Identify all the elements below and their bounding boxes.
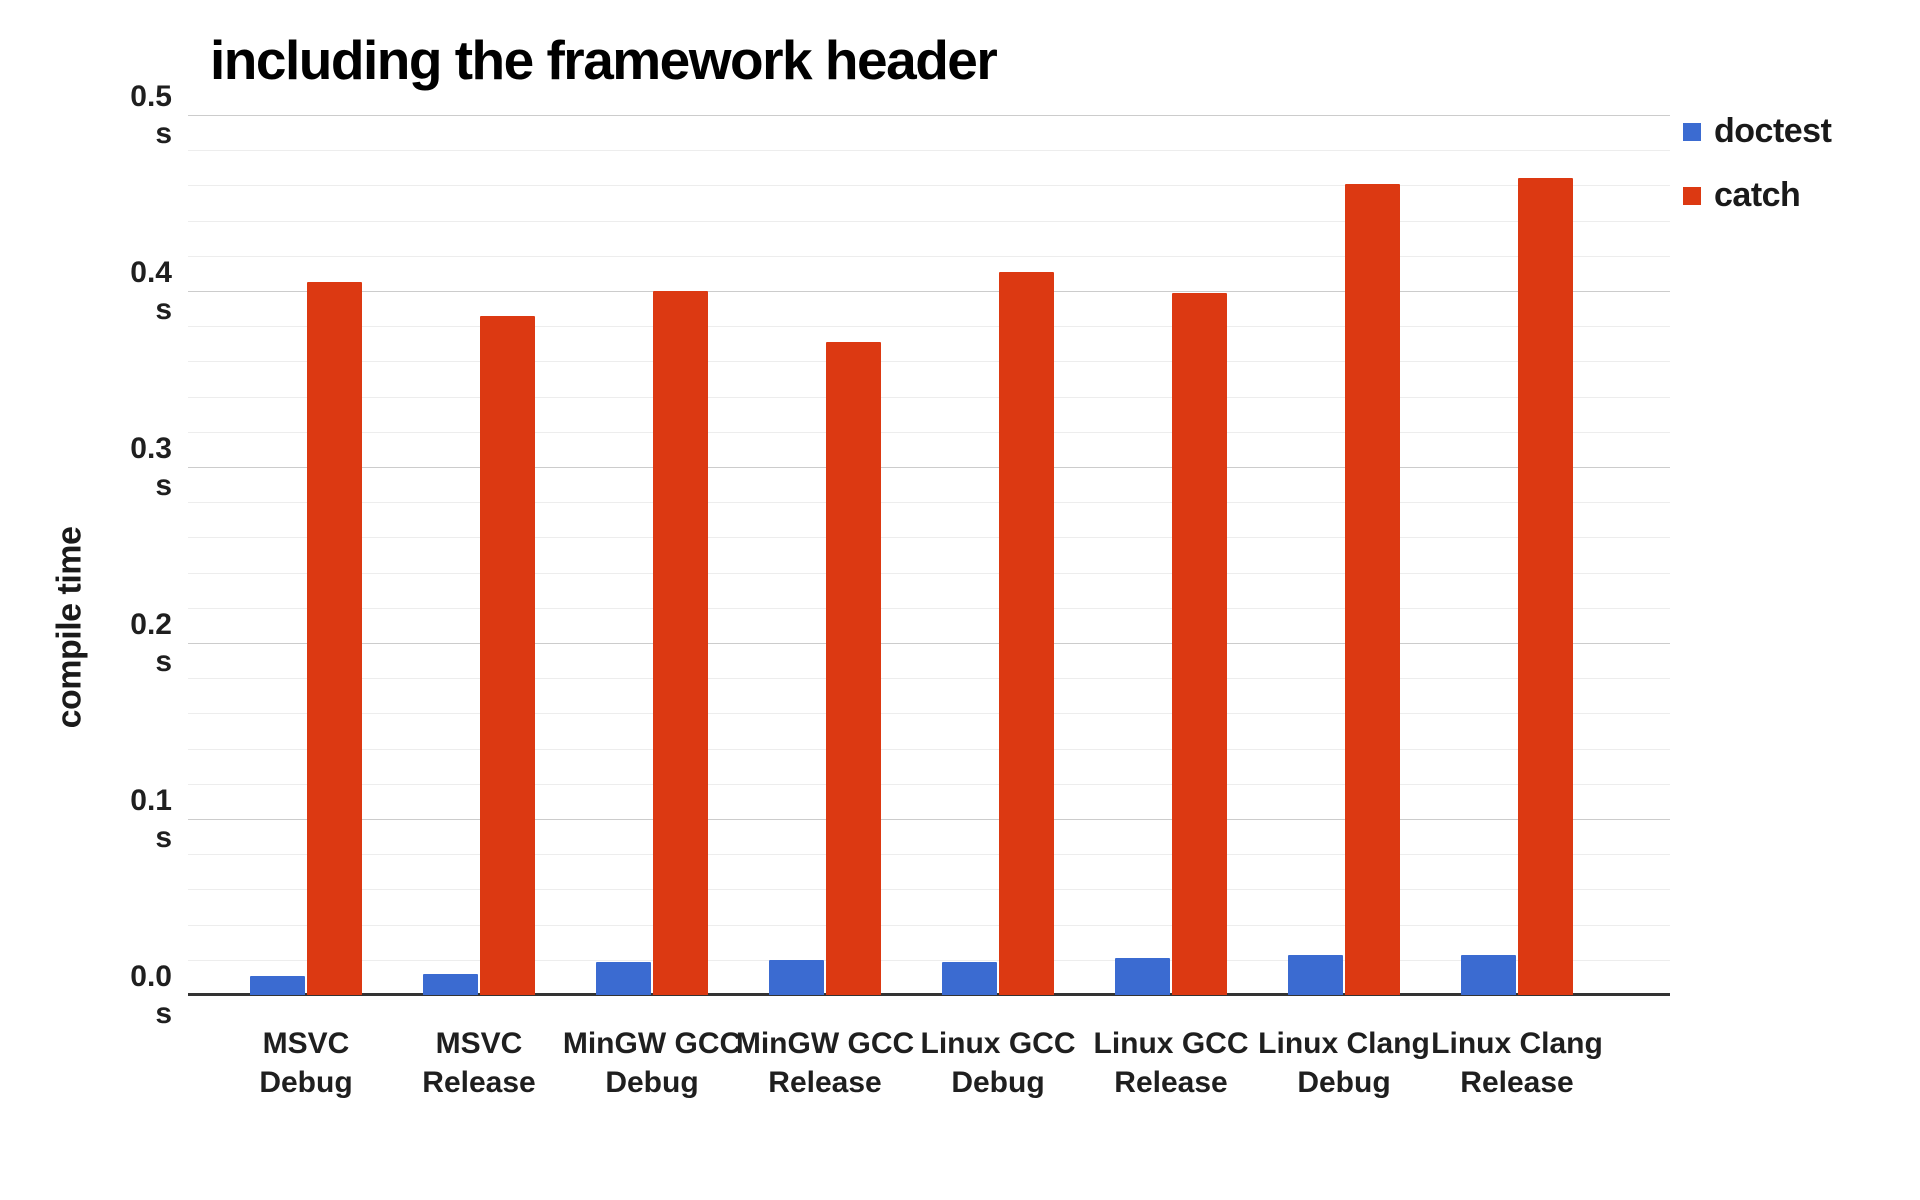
bar-catch-8 <box>1518 178 1573 995</box>
minor-gridline <box>188 608 1670 609</box>
x-tick-line1: Linux GCC <box>1093 1027 1249 1060</box>
minor-gridline <box>188 925 1670 926</box>
bar-doctest-7 <box>1288 955 1343 995</box>
x-tick-label-5: Linux GCC Debug <box>878 1024 1118 1102</box>
bar-doctest-8 <box>1461 955 1516 995</box>
y-tick-label-0.2: 0.2 s <box>42 606 172 680</box>
doctest-series-swatch-icon <box>1683 122 1701 141</box>
chart-title: including the framework header <box>210 29 998 91</box>
minor-gridline <box>188 185 1670 186</box>
major-gridline <box>188 115 1670 116</box>
y-tick-unit: s <box>155 293 172 326</box>
y-tick-label-0.5: 0.5 s <box>42 78 172 152</box>
major-gridline <box>188 819 1670 820</box>
minor-gridline <box>188 502 1670 503</box>
minor-gridline <box>188 361 1670 362</box>
bar-catch-3 <box>653 291 708 995</box>
x-tick-label-6: Linux GCC Release <box>1051 1024 1291 1102</box>
bar-catch-1 <box>307 282 362 995</box>
minor-gridline <box>188 678 1670 679</box>
legend-item-catch: catch <box>1683 176 1831 215</box>
x-tick-label-8: Linux Clang Release <box>1397 1024 1637 1102</box>
y-tick-label-0.3: 0.3 s <box>42 430 172 504</box>
legend-label-catch: catch <box>1714 176 1801 214</box>
x-tick-line1: MSVC <box>435 1027 523 1060</box>
y-tick-value: 0.5 <box>130 80 172 113</box>
legend: doctest catch <box>1683 112 1832 240</box>
bar-doctest-6 <box>1115 958 1170 995</box>
plot-area <box>188 115 1670 996</box>
minor-gridline <box>188 256 1670 257</box>
x-tick-line2: Debug <box>605 1066 699 1099</box>
minor-gridline <box>188 573 1670 574</box>
y-tick-label-0.0: 0.0 s <box>42 958 172 1032</box>
bar-catch-5 <box>999 272 1054 995</box>
x-tick-line1: MSVC <box>262 1027 350 1060</box>
minor-gridline <box>188 397 1670 398</box>
y-tick-unit: s <box>155 117 172 150</box>
x-tick-line2: Release <box>422 1066 536 1099</box>
y-tick-value: 0.4 <box>130 256 172 289</box>
x-tick-line2: Release <box>1460 1066 1574 1099</box>
x-tick-line1: Linux Clang <box>1431 1027 1603 1060</box>
x-tick-line2: Release <box>1114 1066 1228 1099</box>
y-tick-unit: s <box>155 997 172 1030</box>
x-tick-line1: MinGW GCC <box>562 1027 742 1060</box>
bar-catch-2 <box>480 316 535 995</box>
y-tick-unit: s <box>155 821 172 854</box>
minor-gridline <box>188 537 1670 538</box>
x-tick-label-1: MSVC Debug <box>186 1024 426 1102</box>
x-tick-line2: Debug <box>951 1066 1045 1099</box>
x-tick-line1: Linux Clang <box>1258 1027 1430 1060</box>
x-tick-label-3: MinGW GCC Debug <box>532 1024 772 1102</box>
y-tick-value: 0.1 <box>130 784 172 817</box>
x-tick-label-2: MSVC Release <box>359 1024 599 1102</box>
bar-doctest-4 <box>769 960 824 995</box>
bar-doctest-3 <box>596 962 651 995</box>
y-tick-label-0.4: 0.4 s <box>42 254 172 328</box>
y-tick-unit: s <box>155 645 172 678</box>
x-tick-line1: Linux GCC <box>920 1027 1076 1060</box>
minor-gridline <box>188 150 1670 151</box>
y-tick-value: 0.0 <box>130 960 172 993</box>
x-tick-label-4: MinGW GCC Release <box>705 1024 945 1102</box>
bar-catch-4 <box>826 342 881 995</box>
major-gridline <box>188 291 1670 292</box>
x-tick-line2: Debug <box>259 1066 353 1099</box>
minor-gridline <box>188 960 1670 961</box>
bar-doctest-2 <box>423 974 478 995</box>
y-tick-value: 0.3 <box>130 432 172 465</box>
minor-gridline <box>188 784 1670 785</box>
major-gridline <box>188 643 1670 644</box>
legend-item-doctest: doctest <box>1683 112 1832 151</box>
x-tick-line2: Debug <box>1297 1066 1391 1099</box>
minor-gridline <box>188 432 1670 433</box>
y-tick-label-0.1: 0.1 s <box>42 782 172 856</box>
x-tick-label-7: Linux Clang Debug <box>1224 1024 1464 1102</box>
x-tick-line1: MinGW GCC <box>735 1027 915 1060</box>
bar-catch-7 <box>1345 184 1400 995</box>
minor-gridline <box>188 326 1670 327</box>
minor-gridline <box>188 749 1670 750</box>
x-tick-line2: Release <box>768 1066 882 1099</box>
catch-series-swatch-icon <box>1683 186 1701 205</box>
bar-doctest-5 <box>942 962 997 995</box>
minor-gridline <box>188 854 1670 855</box>
legend-label-doctest: doctest <box>1714 112 1832 150</box>
y-tick-unit: s <box>155 469 172 502</box>
minor-gridline <box>188 221 1670 222</box>
minor-gridline <box>188 713 1670 714</box>
bar-doctest-1 <box>250 976 305 995</box>
y-tick-value: 0.2 <box>130 608 172 641</box>
x-axis-baseline <box>188 993 1670 996</box>
bar-catch-6 <box>1172 293 1227 995</box>
major-gridline <box>188 467 1670 468</box>
minor-gridline <box>188 889 1670 890</box>
